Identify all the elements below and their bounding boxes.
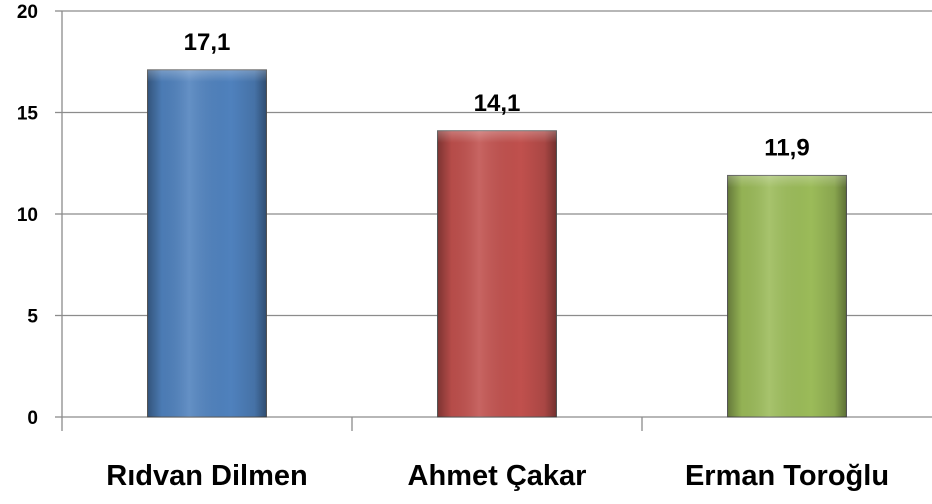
- bar-bevel: [727, 175, 847, 188]
- bar-series: [147, 69, 847, 418]
- bar-shading: [437, 130, 557, 417]
- data-label: 11,9: [764, 134, 809, 161]
- y-tick-label: 5: [27, 307, 38, 328]
- bar-shading: [147, 69, 267, 418]
- category-label: Rıdvan Dilmen: [106, 460, 307, 492]
- data-label: 14,1: [474, 90, 521, 117]
- category-label: Ahmet Çakar: [408, 460, 587, 492]
- y-tick-label: 10: [17, 205, 38, 226]
- labels: 0 5 10 15 20 17,1 Rıdvan Dilmen 14,1 Ahmet Çakar…: [17, 2, 889, 492]
- y-tick-label: 0: [27, 408, 38, 429]
- bar-shading: [727, 175, 847, 417]
- y-tick-label: 15: [17, 104, 39, 125]
- category-label: Erman Toroğlu: [685, 460, 889, 492]
- bar-bevel: [437, 130, 557, 143]
- bar-bevel: [147, 69, 267, 82]
- data-label: 17,1: [184, 29, 231, 56]
- y-tick-label: 20: [17, 2, 38, 23]
